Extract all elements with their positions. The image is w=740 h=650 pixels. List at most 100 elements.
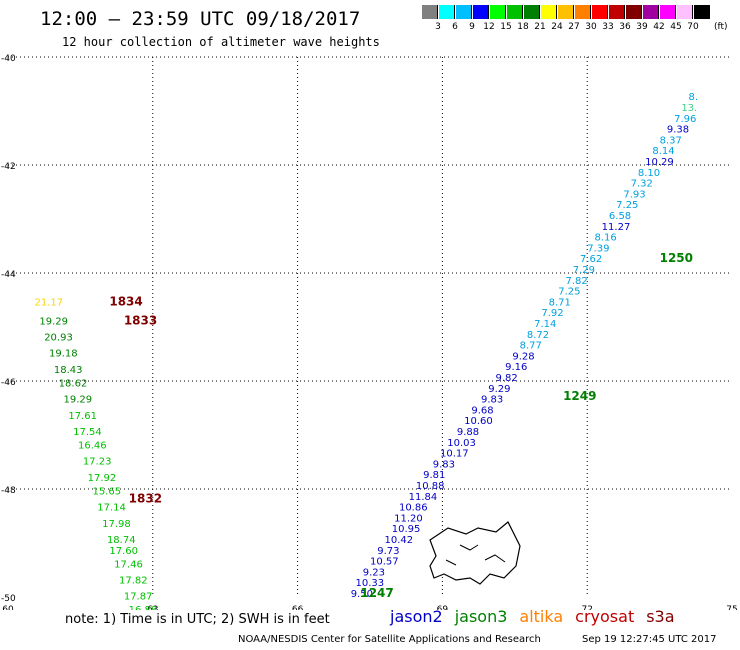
y-tick-label: -40 bbox=[1, 54, 16, 64]
data-label: 7.14 bbox=[534, 319, 556, 330]
data-label: 9.50 bbox=[351, 589, 373, 600]
data-label: 8. bbox=[689, 92, 699, 103]
scale-label: 42 bbox=[653, 22, 665, 32]
data-label: 10.03 bbox=[447, 438, 476, 449]
scale-swatch bbox=[507, 5, 523, 19]
data-label: 7.25 bbox=[616, 200, 638, 211]
scale-swatch bbox=[694, 5, 710, 19]
data-label: 13. bbox=[681, 103, 697, 114]
scale-swatch bbox=[592, 5, 608, 19]
data-label: 10.86 bbox=[399, 503, 428, 514]
data-label: 17.46 bbox=[114, 559, 143, 570]
scale-label: 24 bbox=[551, 22, 563, 32]
island-outline bbox=[429, 521, 521, 585]
data-label: 8.37 bbox=[660, 135, 682, 146]
x-tick-label: 72 bbox=[581, 605, 592, 610]
y-tick-label: -42 bbox=[1, 162, 16, 172]
data-label: 11.27 bbox=[602, 222, 631, 233]
data-label: 10.57 bbox=[370, 557, 399, 568]
scale-label: 9 bbox=[469, 22, 475, 32]
data-label: 19.29 bbox=[39, 316, 68, 327]
data-label: 11.84 bbox=[409, 492, 438, 503]
legend-item-s3a: s3a bbox=[646, 607, 675, 626]
x-tick-label: 66 bbox=[292, 605, 304, 610]
scale-swatch bbox=[626, 5, 642, 19]
legend-item-jason2: jason2 bbox=[390, 607, 443, 626]
data-label: 9.73 bbox=[377, 546, 399, 557]
data-label: 7.29 bbox=[573, 265, 595, 276]
scale-label: 45 bbox=[670, 22, 682, 32]
data-label: 8.10 bbox=[638, 168, 660, 179]
scale-label: 30 bbox=[585, 22, 597, 32]
data-label: 9.88 bbox=[457, 427, 479, 438]
data-label: 17.98 bbox=[102, 519, 131, 530]
scale-swatch bbox=[490, 5, 506, 19]
data-label: 11.20 bbox=[394, 513, 423, 524]
data-label: 17.92 bbox=[88, 473, 117, 484]
data-label: 18.74 bbox=[107, 535, 136, 546]
data-label: 8.14 bbox=[652, 146, 674, 157]
data-label: 10.29 bbox=[645, 157, 674, 168]
scale-swatch bbox=[660, 5, 676, 19]
scale-label: 27 bbox=[568, 22, 580, 32]
data-label: 7.25 bbox=[558, 287, 580, 298]
scale-label: 21 bbox=[534, 22, 546, 32]
scale-swatch bbox=[677, 5, 693, 19]
x-tick-label: 60 bbox=[2, 605, 14, 610]
track-time-label: 1833 bbox=[124, 313, 157, 327]
scale-swatch bbox=[439, 5, 455, 19]
data-label: 10.42 bbox=[384, 535, 413, 546]
x-tick-label: 63 bbox=[147, 605, 158, 610]
data-label: 18.43 bbox=[54, 365, 83, 376]
data-label: 7.39 bbox=[587, 243, 609, 254]
generated-timestamp: Sep 19 12:27:45 UTC 2017 bbox=[582, 634, 717, 645]
footnote: note: 1) Time is in UTC; 2) SWH is in fe… bbox=[65, 612, 330, 627]
scale-swatch bbox=[575, 5, 591, 19]
data-label: 9.29 bbox=[488, 384, 510, 395]
scale-swatch bbox=[524, 5, 540, 19]
scale-swatch bbox=[456, 5, 472, 19]
track-time-label: 1834 bbox=[109, 294, 142, 308]
y-tick-label: -50 bbox=[1, 594, 16, 604]
chart-title: 12:00 – 23:59 UTC 09/18/2017 bbox=[40, 8, 361, 30]
data-label: 17.14 bbox=[97, 503, 126, 514]
data-label: 9.83 bbox=[433, 459, 455, 470]
data-label: 10.88 bbox=[416, 481, 445, 492]
data-label: 16.46 bbox=[78, 441, 107, 452]
data-label: 21.17 bbox=[35, 297, 64, 308]
data-label: 9.16 bbox=[505, 362, 527, 373]
data-label: 15.65 bbox=[92, 486, 121, 497]
data-label: 17.23 bbox=[83, 457, 112, 468]
scale-label: 39 bbox=[636, 22, 648, 32]
track-time-label: 1249 bbox=[563, 389, 596, 403]
data-label: 17.60 bbox=[109, 546, 138, 557]
x-tick-label: 75 bbox=[726, 605, 737, 610]
scale-label: 12 bbox=[483, 22, 495, 32]
y-tick-label: -46 bbox=[1, 378, 16, 388]
data-label: 17.82 bbox=[119, 576, 148, 587]
data-label: 9.82 bbox=[495, 373, 517, 384]
chart-subtitle: 12 hour collection of altimeter wave hei… bbox=[62, 35, 380, 49]
scale-unit-label: (ft) bbox=[714, 22, 728, 32]
data-label: 9.68 bbox=[471, 405, 493, 416]
data-label: 9.83 bbox=[481, 395, 503, 406]
track-time-label: 1832 bbox=[129, 492, 162, 506]
data-label: 19.29 bbox=[64, 395, 93, 406]
data-label: 17.61 bbox=[68, 411, 97, 422]
data-label: 7.32 bbox=[631, 179, 653, 190]
scale-label: 70 bbox=[687, 22, 699, 32]
data-label: 10.95 bbox=[392, 524, 421, 535]
data-label: 9.23 bbox=[363, 567, 385, 578]
data-label: 9.28 bbox=[512, 351, 534, 362]
island-coastline-detail bbox=[445, 544, 506, 566]
scale-label: 36 bbox=[619, 22, 631, 32]
scale-swatch bbox=[609, 5, 625, 19]
data-label: 17.87 bbox=[124, 592, 153, 603]
data-label: 7.82 bbox=[565, 276, 587, 287]
data-label: 18.62 bbox=[59, 378, 88, 389]
legend-item-cryosat: cryosat bbox=[575, 607, 635, 626]
data-label: 7.62 bbox=[580, 254, 602, 265]
scale-label: 18 bbox=[517, 22, 529, 32]
scale-label: 33 bbox=[602, 22, 614, 32]
y-tick-label: -44 bbox=[1, 270, 16, 280]
